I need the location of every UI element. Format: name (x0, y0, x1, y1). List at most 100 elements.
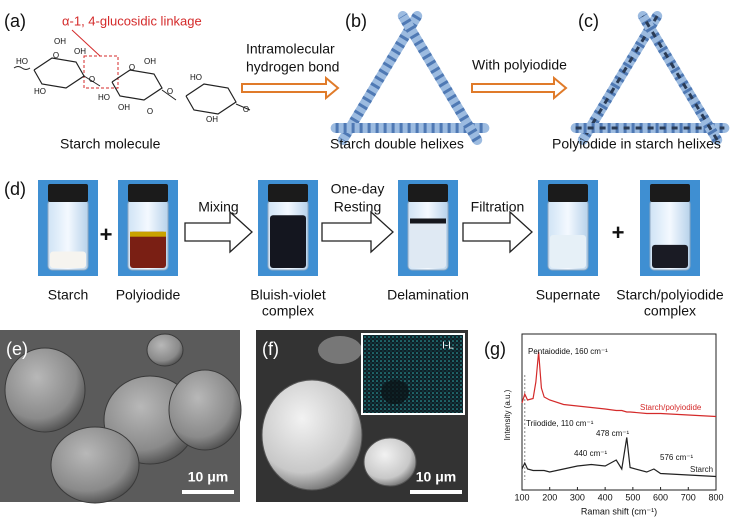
x-tick-label: 600 (653, 492, 668, 502)
vial-cap (268, 184, 308, 202)
annotation: 440 cm⁻¹ (574, 449, 607, 458)
vial-label: Starch/polyiodide (616, 287, 724, 303)
iodide (641, 15, 719, 141)
ring (33, 57, 85, 89)
panel-label: (a) (4, 11, 26, 31)
panel-label: (e) (6, 339, 28, 359)
vial-content (550, 235, 586, 268)
step-label: Resting (334, 199, 381, 215)
series-line (521, 437, 717, 478)
atom-label: O (147, 107, 153, 116)
vial-content (130, 231, 166, 268)
step-label: Filtration (471, 199, 525, 215)
atom-label: OH (118, 103, 130, 112)
atom-label: OH (74, 47, 86, 56)
plus-sign: + (100, 222, 113, 247)
granule (363, 437, 417, 487)
arrow (471, 75, 568, 101)
series-label: Starch (690, 465, 713, 474)
scale-bar-label: 10 μm (188, 469, 228, 485)
atom-label: HO (98, 93, 110, 102)
caption: Starch molecule (60, 136, 161, 152)
x-tick-label: 500 (625, 492, 640, 502)
x-tick-label: 300 (570, 492, 585, 502)
vial-label: Polyiodide (116, 287, 181, 303)
atom-label: O (89, 75, 95, 84)
granule (50, 426, 140, 504)
series-label: Starch/polyiodide (640, 403, 702, 412)
scale-bar (182, 490, 234, 494)
x-tick-label: 700 (681, 492, 696, 502)
annotation: α-1, 4-glucosidic linkage (62, 13, 202, 28)
inset-label: I-L (442, 341, 454, 352)
series-line (521, 351, 717, 418)
atom-label: HO (190, 73, 202, 82)
linkage-box (83, 55, 119, 89)
vial-cap (548, 184, 588, 202)
helix-turns (338, 13, 422, 143)
atom-label: O (167, 87, 173, 96)
scale-bar-label: 10 μm (416, 469, 456, 485)
x-tick-label: 800 (708, 492, 723, 502)
panel-label: (g) (484, 339, 506, 359)
vial-content (652, 244, 688, 268)
panel-label: (f) (262, 339, 279, 359)
granule (318, 336, 362, 364)
eds-inset (361, 333, 465, 415)
vial-label: Delamination (387, 287, 469, 303)
panel-label: (d) (4, 179, 26, 199)
granule (4, 347, 86, 433)
atom-label: OH (206, 115, 218, 124)
atom-label: HO (16, 57, 28, 66)
bond (13, 66, 251, 111)
y-axis-label: Intensity (a.u.) (503, 389, 512, 440)
arrow-label: Intramolecular (246, 41, 335, 57)
annotation: 478 cm⁻¹ (596, 429, 629, 438)
granule (146, 333, 184, 367)
pointer (71, 29, 101, 57)
x-tick-label: 400 (598, 492, 613, 502)
granule (168, 369, 242, 451)
step-label: Mixing (198, 199, 238, 215)
panel-label: (b) (345, 11, 367, 31)
scale-bar (410, 490, 462, 494)
vial-label: Supernate (536, 287, 601, 303)
vial-cap (650, 184, 690, 202)
vial-content (50, 251, 86, 268)
granule (261, 379, 363, 491)
vial-content (270, 215, 306, 268)
annotation: Pentaiodide, 160 cm⁻¹ (528, 347, 608, 356)
atom-label: OH (144, 57, 156, 66)
iodide (581, 15, 659, 141)
vial-label: Starch (48, 287, 88, 303)
process-arrow (184, 210, 253, 254)
inset-shadow (381, 380, 409, 404)
arrow-label: hydrogen bond (246, 59, 339, 75)
process-arrow (462, 210, 533, 254)
vial-content (410, 218, 446, 268)
vial-band (130, 231, 166, 237)
plot-frame (521, 333, 717, 491)
helix-turns (398, 13, 482, 143)
caption: Starch double helixes (330, 136, 464, 152)
plus-sign: + (612, 220, 625, 245)
annotation: Triiodide, 110 cm⁻¹ (526, 419, 594, 428)
atom-label: O (53, 51, 59, 60)
vial-label: Bluish-violet (250, 287, 326, 303)
vial-band (410, 218, 446, 224)
ring (111, 69, 163, 101)
vial-cap (48, 184, 88, 202)
atom-label: O (243, 105, 249, 114)
atom-label: OH (54, 37, 66, 46)
atom-label: O (129, 63, 135, 72)
vial-cap (408, 184, 448, 202)
arrow-label: With polyiodide (472, 57, 567, 73)
ring (185, 83, 237, 115)
vial-label: complex (644, 303, 696, 319)
annotation: 576 cm⁻¹ (660, 453, 693, 462)
x-tick-label: 100 (514, 492, 529, 502)
process-arrow (321, 210, 394, 254)
vial-label: complex (262, 303, 314, 319)
vial-cap (128, 184, 168, 202)
